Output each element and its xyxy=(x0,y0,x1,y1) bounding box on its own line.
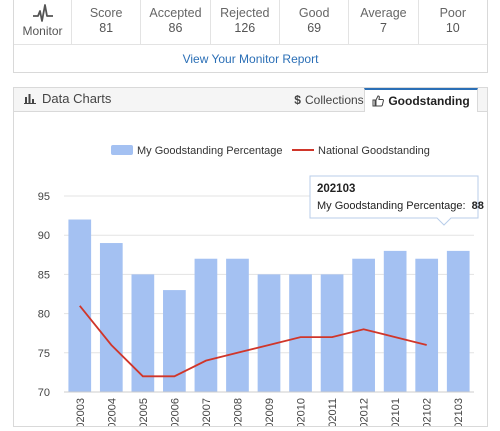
x-tick-label: 202103 xyxy=(453,398,465,426)
stat-value: 69 xyxy=(307,21,322,35)
x-tick-label: 202008 xyxy=(232,398,244,426)
tab-label: Collections xyxy=(304,92,364,107)
x-axis: 202003 202004 202005 202006 202007 202008 2020… xyxy=(64,391,474,431)
y-tick-label: 90 xyxy=(38,230,50,242)
view-monitor-report-link[interactable]: View Your Monitor Report xyxy=(182,52,319,66)
tooltip-box xyxy=(309,175,479,226)
line-series xyxy=(79,305,427,378)
tab-collections[interactable]: $ Collections xyxy=(289,88,369,111)
bar-202004[interactable] xyxy=(99,243,123,392)
tooltip-title: 202103 xyxy=(317,183,355,195)
chart-legend: My Goodstanding Percentage National Good… xyxy=(111,145,430,157)
panel-title-text: Data Charts xyxy=(42,91,112,106)
stat-poor: Poor 10 xyxy=(419,0,487,44)
bar-202008[interactable] xyxy=(226,258,249,392)
stat-rejected: Rejected 126 xyxy=(211,0,280,44)
x-tick-label: 202006 xyxy=(169,398,181,426)
bar-202103[interactable] xyxy=(446,250,470,392)
monitor-label: Monitor xyxy=(22,24,63,38)
panel-title: Data Charts xyxy=(24,91,111,106)
x-tick-label: 202003 xyxy=(75,398,87,426)
stat-value: 10 xyxy=(445,21,460,35)
legend-label-line: National Goodstanding xyxy=(318,145,430,157)
dollar-icon: $ xyxy=(294,92,301,107)
stat-label: Average xyxy=(360,6,407,20)
stat-value: 7 xyxy=(380,21,387,35)
x-tick-label: 202102 xyxy=(422,398,434,426)
y-tick-label: 85 xyxy=(38,269,50,281)
legend-swatch-bar xyxy=(111,145,133,155)
tooltip-label: My Goodstanding Percentage: xyxy=(317,200,466,212)
bar-202102[interactable] xyxy=(415,258,439,392)
x-tick-label: 202009 xyxy=(264,398,276,426)
stat-score: Score 81 xyxy=(72,0,142,44)
y-axis: 70 75 80 85 90 95 xyxy=(38,191,50,399)
stat-accepted: Accepted 86 xyxy=(141,0,211,44)
bar-202006[interactable] xyxy=(163,290,186,392)
thumbs-up-icon xyxy=(372,95,385,107)
x-tick-label: 202010 xyxy=(296,398,308,426)
stat-label: Poor xyxy=(439,6,466,20)
bar-202007[interactable] xyxy=(194,258,218,392)
x-tick-label: 202011 xyxy=(327,398,339,426)
data-charts-panel: Data Charts $ Collections Goodstanding M… xyxy=(13,87,488,431)
tab-goodstanding[interactable]: Goodstanding xyxy=(364,88,478,112)
tab-label: Goodstanding xyxy=(388,94,470,108)
stat-value: 81 xyxy=(99,21,114,35)
national-goodstanding-line[interactable] xyxy=(79,305,427,378)
stat-value: 126 xyxy=(234,21,256,35)
stats-row: Monitor Score 81 Accepted 86 Rejected 12… xyxy=(14,0,487,45)
y-tick-label: 95 xyxy=(38,191,50,203)
bar-202009[interactable] xyxy=(257,274,281,392)
legend-label-bar: My Goodstanding Percentage xyxy=(137,145,283,157)
stat-good: Good 69 xyxy=(280,0,350,44)
tooltip-value: 88 xyxy=(472,200,484,212)
chart-tooltip: 202103 My Goodstanding Percentage: 88 xyxy=(309,175,484,226)
goodstanding-chart: My Goodstanding Percentage National Good… xyxy=(38,145,484,431)
stat-label: Good xyxy=(298,6,330,20)
y-tick-label: 75 xyxy=(38,348,50,360)
stat-label: Rejected xyxy=(220,6,270,20)
bar-202012[interactable] xyxy=(352,258,375,392)
pulse-icon xyxy=(32,4,53,22)
bar-202005[interactable] xyxy=(131,274,155,392)
bar-series xyxy=(68,219,470,392)
x-tick-label: 202101 xyxy=(390,398,402,426)
x-tick-label: 202012 xyxy=(359,398,371,426)
stat-label: Score xyxy=(89,6,123,20)
chart-area: My Goodstanding Percentage National Good… xyxy=(14,112,487,431)
bar-202101[interactable] xyxy=(383,250,407,392)
bar-202010[interactable] xyxy=(289,274,312,392)
panel-header: Data Charts $ Collections Goodstanding xyxy=(14,88,487,112)
y-tick-label: 70 xyxy=(38,387,50,399)
tooltip-body: My Goodstanding Percentage: 88 xyxy=(317,200,484,212)
stat-label: Accepted xyxy=(149,6,202,20)
x-tick-label: 202004 xyxy=(106,398,118,426)
stat-value: 86 xyxy=(168,21,183,35)
monitor-cell[interactable]: Monitor xyxy=(14,0,72,44)
bar-202011[interactable] xyxy=(320,274,344,392)
x-tick-label: 202007 xyxy=(201,398,213,426)
x-tick-label: 202005 xyxy=(138,398,150,426)
bar-chart-icon xyxy=(24,94,36,104)
y-tick-label: 80 xyxy=(38,309,50,321)
monitor-stats-panel: Monitor Score 81 Accepted 86 Rejected 12… xyxy=(13,0,488,73)
stat-average: Average 7 xyxy=(349,0,419,44)
